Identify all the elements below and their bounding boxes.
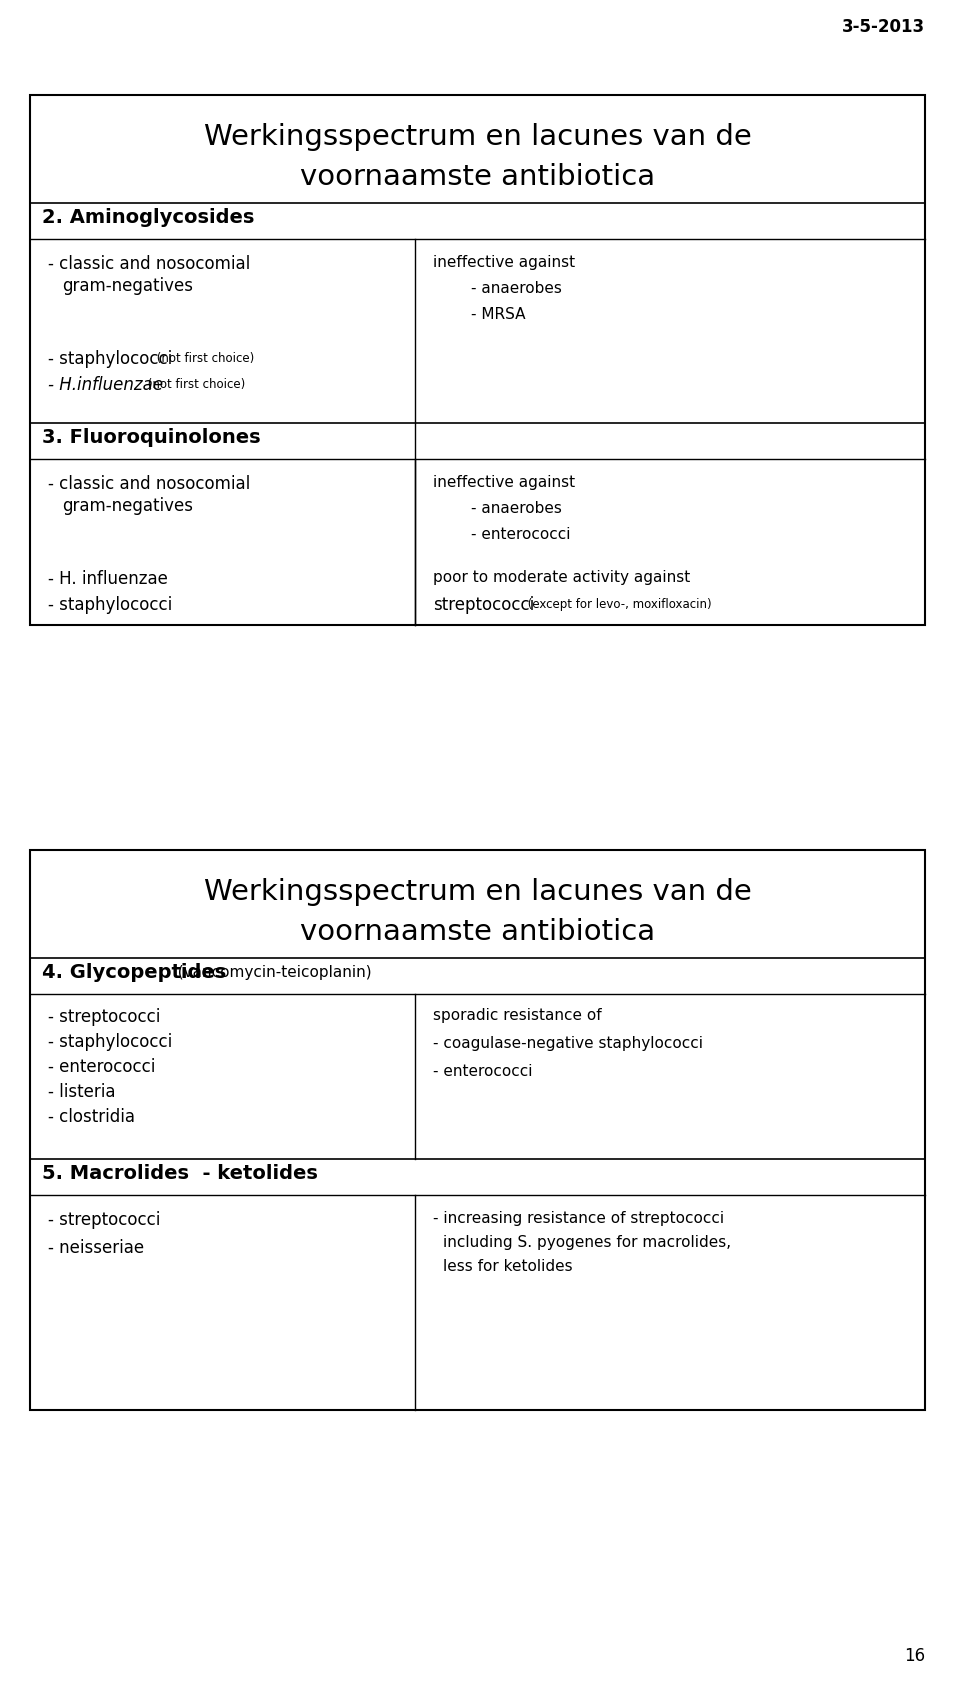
Text: - coagulase-negative staphylococci: - coagulase-negative staphylococci bbox=[433, 1036, 703, 1051]
Text: - anaerobes: - anaerobes bbox=[471, 281, 562, 296]
Text: - neisseriae: - neisseriae bbox=[48, 1239, 144, 1256]
Text: (not first choice): (not first choice) bbox=[153, 352, 254, 365]
Text: ineffective against: ineffective against bbox=[433, 475, 575, 490]
Text: (except for levo-, moxifloxacin): (except for levo-, moxifloxacin) bbox=[524, 598, 711, 611]
Text: voornaamste antibiotica: voornaamste antibiotica bbox=[300, 918, 655, 946]
Text: - staphylococci: - staphylococci bbox=[48, 1032, 172, 1051]
Text: voornaamste antibiotica: voornaamste antibiotica bbox=[300, 163, 655, 190]
Text: - staphylococci: - staphylococci bbox=[48, 350, 172, 369]
Text: less for ketolides: less for ketolides bbox=[443, 1260, 572, 1275]
Bar bbox=[30, 94, 925, 625]
Text: - MRSA: - MRSA bbox=[471, 306, 525, 322]
Text: 2. Aminoglycosides: 2. Aminoglycosides bbox=[42, 209, 254, 227]
Text: - streptococci: - streptococci bbox=[48, 1211, 160, 1229]
Text: - H. influenzae: - H. influenzae bbox=[48, 569, 168, 588]
Bar bbox=[30, 850, 925, 1410]
Text: - anaerobes: - anaerobes bbox=[471, 502, 562, 515]
Text: - listeria: - listeria bbox=[48, 1083, 115, 1101]
Text: - H.influenzae: - H.influenzae bbox=[48, 376, 163, 394]
Text: poor to moderate activity against: poor to moderate activity against bbox=[433, 569, 690, 584]
Text: gram-negatives: gram-negatives bbox=[62, 497, 193, 515]
Text: 5. Macrolides  - ketolides: 5. Macrolides - ketolides bbox=[42, 1164, 318, 1182]
Text: - enterococci: - enterococci bbox=[471, 527, 570, 542]
Text: (not first choice): (not first choice) bbox=[144, 377, 245, 391]
Text: - classic and nosocomial: - classic and nosocomial bbox=[48, 254, 251, 273]
Text: streptococci: streptococci bbox=[433, 596, 535, 615]
Text: sporadic resistance of: sporadic resistance of bbox=[433, 1009, 602, 1022]
Text: 3-5-2013: 3-5-2013 bbox=[842, 19, 925, 35]
Text: - increasing resistance of streptococci: - increasing resistance of streptococci bbox=[433, 1211, 724, 1226]
Text: 16: 16 bbox=[904, 1647, 925, 1665]
Text: Werkingsspectrum en lacunes van de: Werkingsspectrum en lacunes van de bbox=[204, 123, 752, 152]
Text: Werkingsspectrum en lacunes van de: Werkingsspectrum en lacunes van de bbox=[204, 877, 752, 906]
Text: - enterococci: - enterococci bbox=[433, 1064, 533, 1079]
Text: 4. Glycopeptides: 4. Glycopeptides bbox=[42, 963, 227, 982]
Text: - enterococci: - enterococci bbox=[48, 1058, 156, 1076]
Text: gram-negatives: gram-negatives bbox=[62, 276, 193, 295]
Text: - streptococci: - streptococci bbox=[48, 1009, 160, 1026]
Text: ineffective against: ineffective against bbox=[433, 254, 575, 269]
Text: 3. Fluoroquinolones: 3. Fluoroquinolones bbox=[42, 428, 260, 446]
Text: - classic and nosocomial: - classic and nosocomial bbox=[48, 475, 251, 493]
Text: (vancomycin-teicoplanin): (vancomycin-teicoplanin) bbox=[168, 965, 372, 980]
Text: including S. pyogenes for macrolides,: including S. pyogenes for macrolides, bbox=[443, 1234, 732, 1250]
Text: - staphylococci: - staphylococci bbox=[48, 596, 172, 615]
Text: - clostridia: - clostridia bbox=[48, 1108, 135, 1127]
